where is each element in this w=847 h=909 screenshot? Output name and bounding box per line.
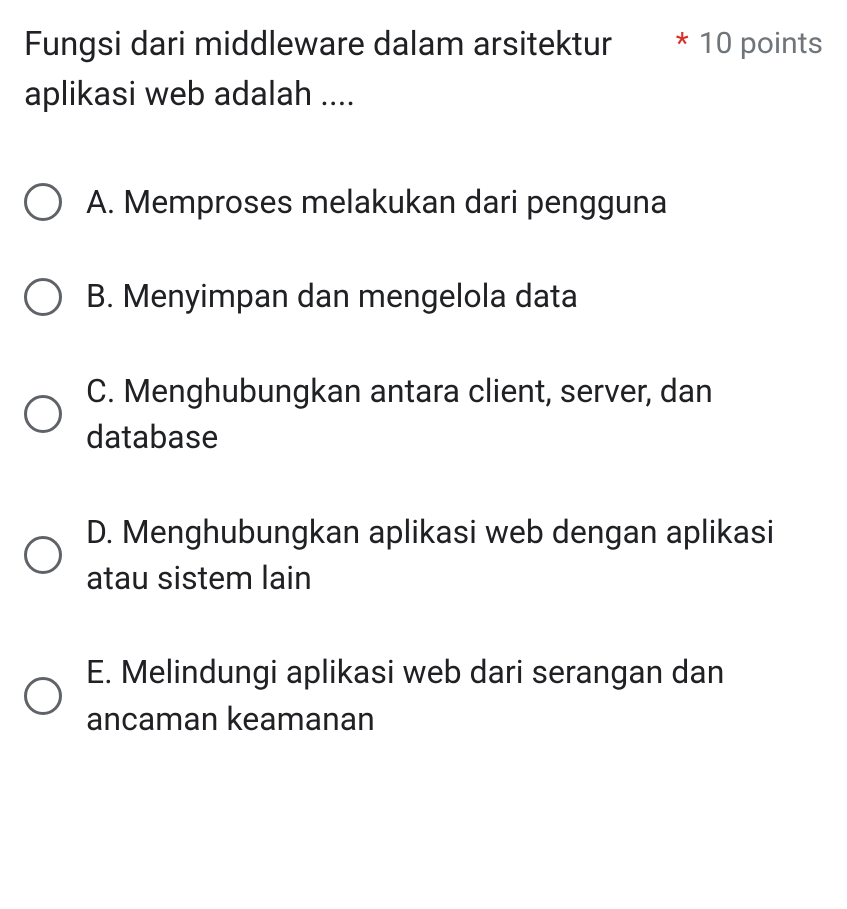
radio-icon[interactable] [24, 395, 62, 433]
option-label: D. Menghubungkan aplikasi web dengan apl… [86, 509, 823, 602]
points-label: 10 points [699, 26, 823, 61]
option-label: A. Memproses melakukan dari pengguna [86, 179, 668, 225]
option-label: B. Menyimpan dan mengelola data [86, 273, 578, 319]
options-list: A. Memproses melakukan dari pengguna B. … [24, 179, 823, 742]
question-header: Fungsi dari middleware dalam arsitektur … [24, 20, 823, 119]
option-label: C. Menghubungkan antara client, server, … [86, 368, 823, 461]
option-row[interactable]: D. Menghubungkan aplikasi web dengan apl… [24, 509, 823, 602]
radio-icon[interactable] [24, 183, 62, 221]
option-label: E. Melindungi aplikasi web dari serangan… [86, 649, 823, 742]
radio-icon[interactable] [24, 536, 62, 574]
option-row[interactable]: C. Menghubungkan antara client, server, … [24, 368, 823, 461]
option-row[interactable]: E. Melindungi aplikasi web dari serangan… [24, 649, 823, 742]
option-row[interactable]: B. Menyimpan dan mengelola data [24, 273, 823, 319]
question-text: Fungsi dari middleware dalam arsitektur … [24, 20, 660, 119]
points-wrapper: * 10 points [676, 20, 823, 61]
option-row[interactable]: A. Memproses melakukan dari pengguna [24, 179, 823, 225]
required-asterisk: * [676, 26, 689, 61]
question-text-wrapper: Fungsi dari middleware dalam arsitektur … [24, 20, 676, 119]
radio-icon[interactable] [24, 677, 62, 715]
radio-icon[interactable] [24, 278, 62, 316]
